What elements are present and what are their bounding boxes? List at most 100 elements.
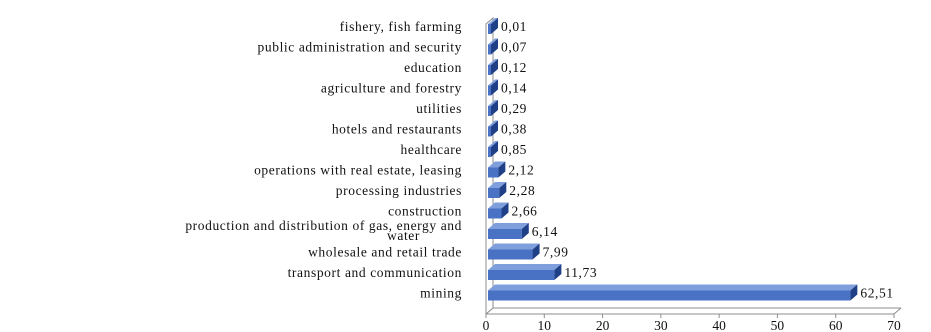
floor-right-edge bbox=[893, 307, 902, 315]
category-label-public-administration-and-security: public administration and security bbox=[258, 40, 462, 55]
x-tick-label-50: 50 bbox=[771, 318, 785, 332]
category-label-fishery-fish-farming: fishery, fish farming bbox=[340, 19, 462, 34]
category-label-utilities: utilities bbox=[416, 101, 462, 116]
bar-mining bbox=[488, 284, 858, 301]
bar-healthcare bbox=[488, 141, 498, 157]
category-label-education: education bbox=[404, 60, 462, 75]
value-labels: 0,01 0,07 0,12 0,14 0,29 0,38 0,85 2,12 2,28 2,66… bbox=[501, 19, 893, 301]
bar-front-mining bbox=[488, 290, 851, 301]
bar-utilities bbox=[488, 100, 498, 116]
bar-top-hotels-and-restaurants bbox=[488, 120, 498, 127]
value-label-education: 0,12 bbox=[501, 60, 527, 75]
value-label-wholesale-and-retail-trade: 7,99 bbox=[543, 245, 569, 260]
bar-top-fishery-fish-farming bbox=[488, 18, 498, 24]
category-label-healthcare: healthcare bbox=[401, 142, 462, 157]
bar-top-education bbox=[488, 59, 498, 65]
value-label-agriculture-and-forestry: 0,14 bbox=[501, 81, 527, 96]
bar-side-construction bbox=[501, 202, 509, 219]
x-tick-label-40: 40 bbox=[712, 318, 726, 332]
bar-top-wholesale-and-retail-trade bbox=[488, 243, 540, 250]
bar-front-healthcare bbox=[488, 147, 491, 157]
bar-public-administration-and-security bbox=[488, 38, 498, 55]
bar-top-transport-and-communication bbox=[488, 264, 562, 270]
bar-top-operations-with-real-estate-leasing bbox=[488, 161, 506, 168]
bar-front-construction bbox=[488, 208, 502, 219]
category-label-production-and-distribution-of-gas-energy-and-water: production and distribution of gas, ener… bbox=[185, 218, 462, 243]
bar-side-public-administration-and-security bbox=[491, 38, 498, 55]
bar-top-production-and-distribution-of-gas-energy-and-water bbox=[488, 223, 529, 229]
bar-front-wholesale-and-retail-trade bbox=[488, 249, 533, 260]
bar-front-public-administration-and-security bbox=[488, 44, 491, 55]
bar-hotels-and-restaurants bbox=[488, 120, 498, 137]
value-label-construction: 2,66 bbox=[512, 204, 538, 219]
value-label-fishery-fish-farming: 0,01 bbox=[501, 19, 527, 34]
bar-side-transport-and-communication bbox=[554, 264, 562, 280]
bar-top-processing-industries bbox=[488, 182, 507, 188]
bar-side-healthcare bbox=[491, 141, 498, 157]
bar-education bbox=[488, 59, 498, 75]
category-label-construction: construction bbox=[388, 204, 462, 219]
bar-front-hotels-and-restaurants bbox=[488, 126, 491, 137]
bar-front-utilities bbox=[488, 106, 491, 116]
bar-front-transport-and-communication bbox=[488, 270, 555, 280]
x-tick-label-10: 10 bbox=[538, 318, 552, 332]
bar-side-agriculture-and-forestry bbox=[491, 79, 498, 96]
category-label-line-2: water bbox=[387, 228, 420, 243]
value-label-healthcare: 0,85 bbox=[501, 142, 527, 157]
bar-front-education bbox=[488, 65, 491, 75]
bar-wholesale-and-retail-trade bbox=[488, 243, 540, 260]
category-label-line-1: production and distribution of gas, ener… bbox=[185, 218, 462, 233]
x-tick-label-0: 0 bbox=[483, 318, 490, 332]
category-labels: fishery, fish farming public administrati… bbox=[185, 19, 462, 301]
bar-production-and-distribution-of-gas-energy-and-water bbox=[488, 223, 529, 239]
value-label-public-administration-and-security: 0,07 bbox=[501, 40, 527, 55]
value-label-utilities: 0,29 bbox=[501, 101, 527, 116]
bar-agriculture-and-forestry bbox=[488, 79, 498, 96]
bar-front-fishery-fish-farming bbox=[488, 24, 491, 34]
bar-top-construction bbox=[488, 202, 509, 209]
category-label-wholesale-and-retail-trade: wholesale and retail trade bbox=[308, 245, 462, 260]
x-axis: 0 10 20 30 40 50 60 70 bbox=[483, 314, 901, 332]
bar-front-processing-industries bbox=[488, 188, 500, 198]
bar-top-agriculture-and-forestry bbox=[488, 79, 498, 86]
bar-top-utilities bbox=[488, 100, 498, 106]
x-tick-label-20: 20 bbox=[596, 318, 610, 332]
category-label-processing-industries: processing industries bbox=[336, 183, 462, 198]
bar-side-production-and-distribution-of-gas-energy-and-water bbox=[521, 223, 529, 239]
bar-side-processing-industries bbox=[499, 182, 507, 198]
bar-top-mining bbox=[488, 284, 858, 291]
bar-front-agriculture-and-forestry bbox=[488, 85, 491, 96]
bar-transport-and-communication bbox=[488, 264, 562, 280]
bar-operations-with-real-estate-leasing bbox=[488, 161, 506, 178]
category-label-mining: mining bbox=[420, 286, 462, 301]
bar-side-operations-with-real-estate-leasing bbox=[498, 161, 506, 178]
value-label-hotels-and-restaurants: 0,38 bbox=[501, 122, 527, 137]
value-label-production-and-distribution-of-gas-energy-and-water: 6,14 bbox=[532, 224, 558, 239]
value-label-transport-and-communication: 11,73 bbox=[564, 265, 597, 280]
category-label-transport-and-communication: transport and communication bbox=[288, 265, 462, 280]
bar-front-operations-with-real-estate-leasing bbox=[488, 167, 499, 178]
category-label-hotels-and-restaurants: hotels and restaurants bbox=[332, 122, 462, 137]
category-label-agriculture-and-forestry: agriculture and forestry bbox=[321, 81, 462, 96]
value-label-operations-with-real-estate-leasing: 2,12 bbox=[508, 163, 534, 178]
bar-processing-industries bbox=[488, 182, 507, 198]
bar-side-fishery-fish-farming bbox=[491, 18, 498, 34]
value-label-mining: 62,51 bbox=[860, 286, 893, 301]
x-tick-label-70: 70 bbox=[887, 318, 901, 332]
x-tick-label-30: 30 bbox=[654, 318, 668, 332]
bar-fishery-fish-farming bbox=[488, 18, 498, 34]
x-tick-label-60: 60 bbox=[829, 318, 843, 332]
category-label-operations-with-real-estate-leasing: operations with real estate, leasing bbox=[254, 163, 462, 178]
bar-side-education bbox=[491, 59, 498, 75]
bars-group bbox=[488, 18, 858, 301]
value-label-processing-industries: 2,28 bbox=[509, 183, 535, 198]
bar-construction bbox=[488, 202, 509, 219]
bar-side-mining bbox=[850, 284, 858, 301]
bar-top-healthcare bbox=[488, 141, 498, 147]
bar-top-public-administration-and-security bbox=[488, 38, 498, 45]
bar-side-wholesale-and-retail-trade bbox=[532, 243, 540, 260]
bar-front-production-and-distribution-of-gas-energy-and-water bbox=[488, 229, 522, 239]
bar-side-utilities bbox=[491, 100, 498, 116]
